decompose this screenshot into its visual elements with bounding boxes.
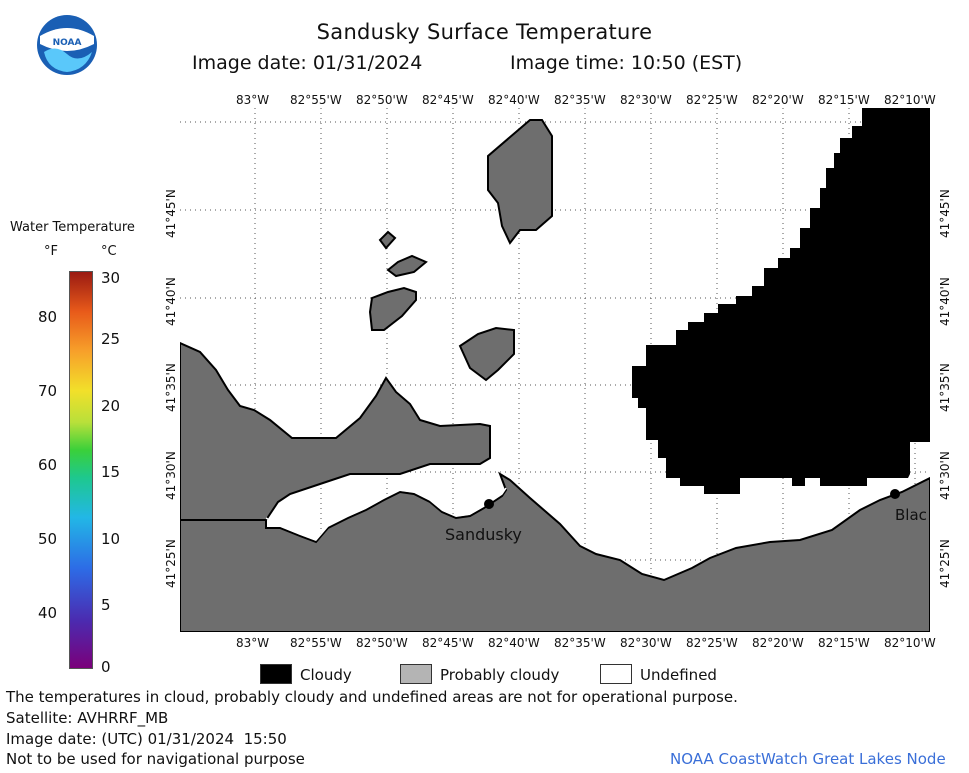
lat-label-left: 41°30'N	[164, 451, 178, 500]
lat-label-right: 41°25'N	[938, 539, 952, 588]
lon-label-top: 82°30'W	[620, 93, 672, 107]
legend-undefined-label: Undefined	[640, 666, 717, 684]
colorbar-unit-f: °F	[44, 244, 58, 259]
lat-label-right: 41°45'N	[938, 189, 952, 238]
page-title: Sandusky Surface Temperature	[316, 20, 653, 44]
utc-date-text: Image date: (UTC) 01/31/2024 15:50	[6, 730, 287, 748]
nav-warning-text: Not to be used for navigational purpose	[6, 750, 305, 768]
island-small-2	[386, 254, 428, 278]
image-date: Image date: 01/31/2024	[192, 52, 423, 74]
colorbar-title: Water Temperature	[10, 220, 135, 235]
lon-label-bottom: 82°20'W	[752, 636, 804, 650]
lon-label-bottom: 82°30'W	[620, 636, 672, 650]
c-tick-0: 0	[101, 658, 111, 676]
lat-label-left: 41°35'N	[164, 363, 178, 412]
lon-label-top: 82°10'W	[884, 93, 936, 107]
island-west-sister	[458, 326, 515, 382]
c-tick-30: 30	[101, 269, 121, 287]
peninsula	[180, 341, 491, 521]
blac-marker	[890, 489, 900, 499]
lon-label-top: 82°20'W	[752, 93, 804, 107]
lat-label-left: 41°25'N	[164, 539, 178, 588]
c-tick-10: 10	[101, 530, 121, 548]
lon-label-top: 82°55'W	[290, 93, 342, 107]
lon-label-bottom: 82°45'W	[422, 636, 474, 650]
temperature-colorbar	[69, 271, 93, 669]
lat-label-left: 41°40'N	[164, 277, 178, 326]
c-tick-20: 20	[101, 397, 121, 415]
c-tick-15: 15	[101, 463, 121, 481]
disclaimer-text: The temperatures in cloud, probably clou…	[6, 688, 738, 706]
mainland	[180, 471, 930, 632]
lon-label-top: 82°50'W	[356, 93, 408, 107]
cloud-area	[632, 108, 930, 494]
lon-label-top: 82°40'W	[488, 93, 540, 107]
c-tick-25: 25	[101, 330, 121, 348]
logo-text: NOAA	[53, 38, 82, 48]
island-bass	[368, 286, 417, 331]
lon-label-top: 82°15'W	[818, 93, 870, 107]
lon-label-top: 83°W	[236, 93, 270, 107]
lon-label-bottom: 82°35'W	[554, 636, 606, 650]
f-tick-80: 80	[38, 308, 58, 326]
map-panel	[180, 108, 930, 632]
credit-link[interactable]: NOAA CoastWatch Great Lakes Node	[670, 750, 946, 768]
coastline-highlight	[265, 487, 507, 541]
image-time: Image time: 10:50 (EST)	[510, 52, 743, 74]
f-tick-40: 40	[38, 604, 58, 622]
legend-probably-cloudy-label: Probably cloudy	[440, 666, 560, 684]
lon-label-bottom: 82°55'W	[290, 636, 342, 650]
islands	[368, 119, 553, 382]
lon-label-bottom: 82°15'W	[818, 636, 870, 650]
island-kelleys	[487, 119, 553, 245]
lon-label-top: 82°45'W	[422, 93, 474, 107]
sandusky-marker	[484, 499, 494, 509]
f-tick-50: 50	[38, 530, 58, 548]
lon-label-bottom: 82°40'W	[488, 636, 540, 650]
f-tick-60: 60	[38, 456, 58, 474]
legend-cloudy-label: Cloudy	[300, 666, 352, 684]
lat-label-right: 41°35'N	[938, 363, 952, 412]
swatch-undefined	[600, 664, 632, 684]
lat-label-right: 41°30'N	[938, 451, 952, 500]
lon-label-bottom: 82°50'W	[356, 636, 408, 650]
lat-label-right: 41°40'N	[938, 277, 952, 326]
lon-label-bottom: 82°25'W	[686, 636, 738, 650]
swatch-cloudy	[260, 664, 292, 684]
lon-label-bottom: 82°10'W	[884, 636, 936, 650]
city-label-sandusky: Sandusky	[445, 525, 522, 544]
lat-label-left: 41°45'N	[164, 189, 178, 238]
city-label-blac: Blac	[895, 506, 927, 524]
noaa-logo: NOAA	[36, 14, 98, 76]
lon-label-top: 82°25'W	[686, 93, 738, 107]
c-tick-5: 5	[101, 596, 111, 614]
colorbar-unit-c: °C	[101, 244, 117, 259]
lon-label-top: 82°35'W	[554, 93, 606, 107]
satellite-text: Satellite: AVHRRF_MB	[6, 709, 169, 727]
swatch-probably-cloudy	[400, 664, 432, 684]
f-tick-70: 70	[38, 382, 58, 400]
lon-label-bottom: 83°W	[236, 636, 270, 650]
island-small-1	[378, 230, 397, 250]
